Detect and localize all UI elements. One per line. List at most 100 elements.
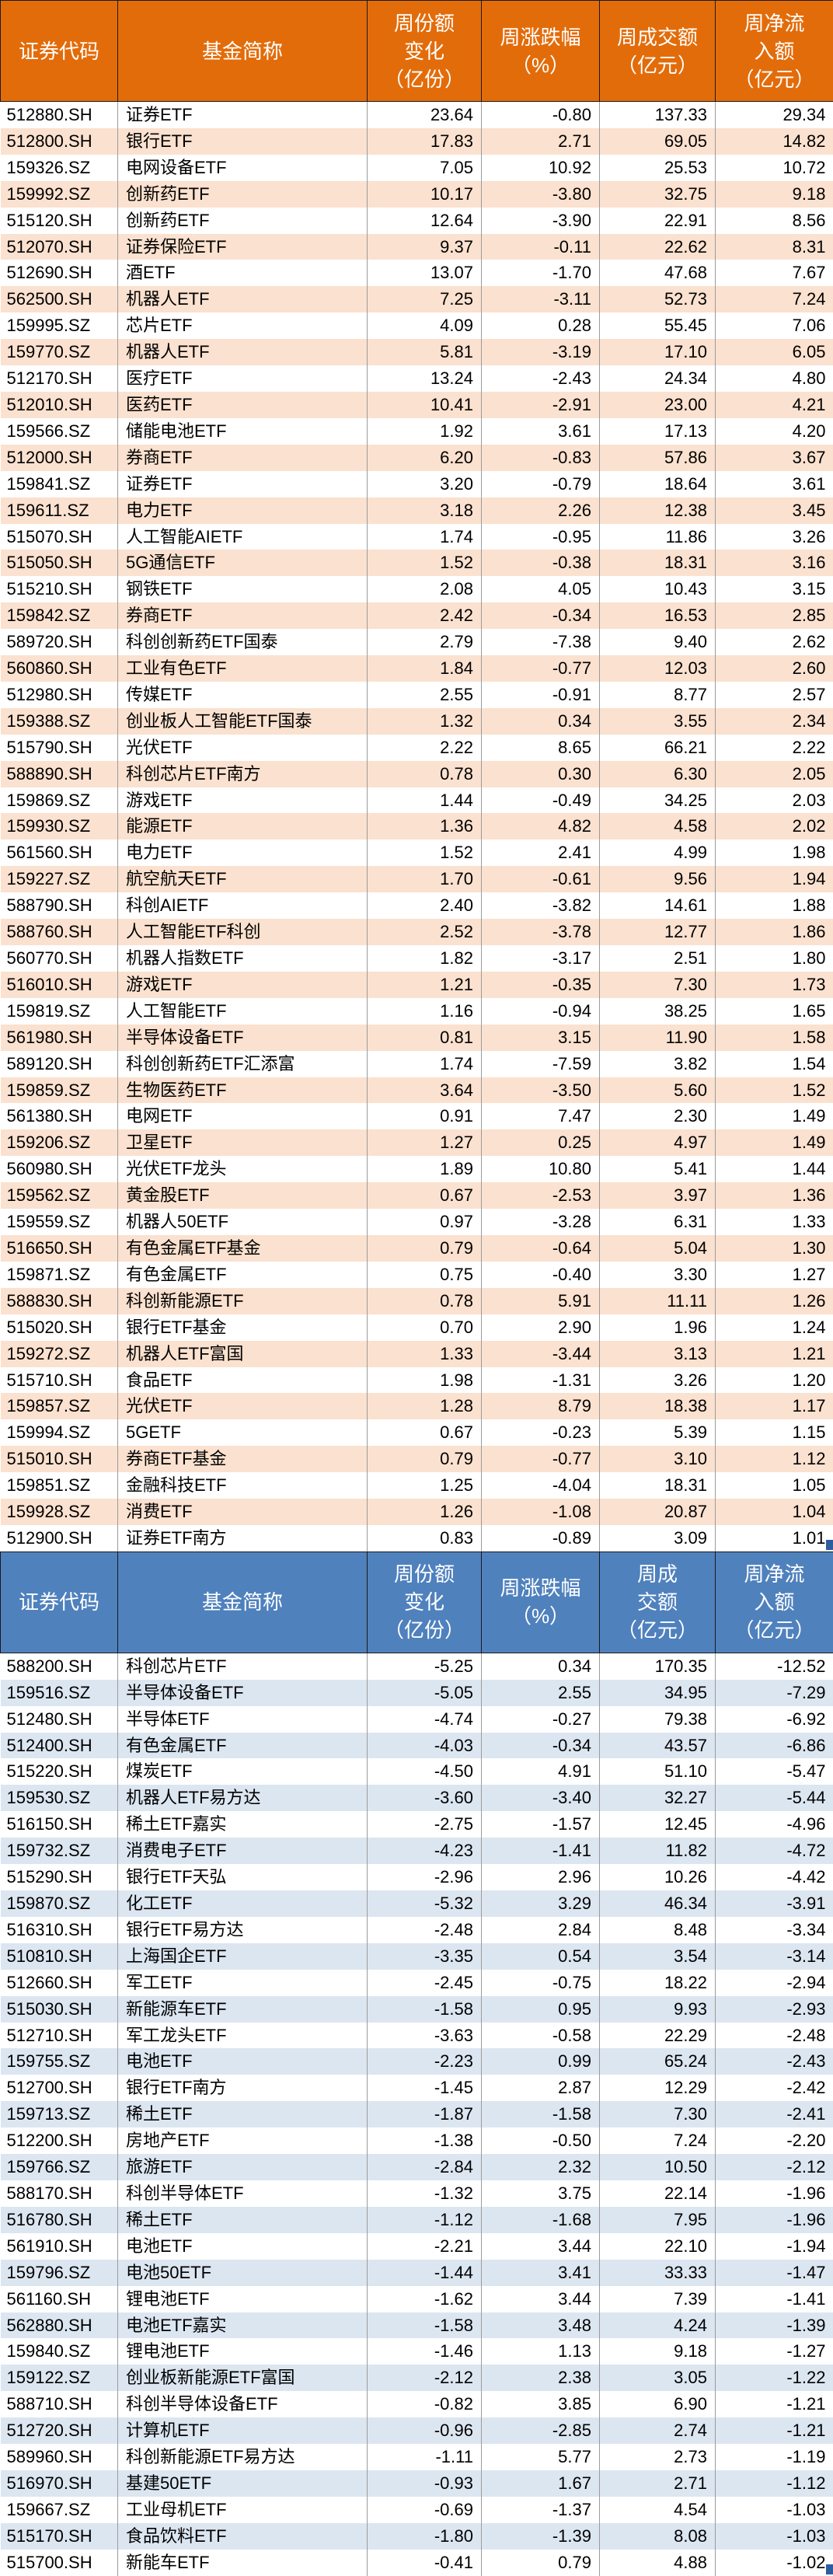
cell-pct-change: -0.61 xyxy=(482,866,600,892)
cell-name: 银行ETF基金 xyxy=(118,1314,368,1341)
cell-code: 159227.SZ xyxy=(1,866,118,892)
cell-pct-change: -0.79 xyxy=(482,471,600,497)
col-header-name: 基金简称 xyxy=(118,1552,368,1653)
cell-net-flow: 1.17 xyxy=(716,1393,833,1419)
cell-share-change: 2.22 xyxy=(368,735,482,761)
cell-code: 515170.SH xyxy=(1,2523,118,2550)
cell-share-change: -4.23 xyxy=(368,1838,482,1864)
cell-share-change: -1.12 xyxy=(368,2207,482,2233)
cell-share-change: 0.79 xyxy=(368,1446,482,1472)
cell-name: 有色金属ETF xyxy=(118,1733,368,1759)
cell-name: 食品饮料ETF xyxy=(118,2523,368,2550)
cell-code: 159841.SZ xyxy=(1,471,118,497)
cell-share-change: -2.23 xyxy=(368,2048,482,2075)
cell-net-flow: -7.29 xyxy=(716,1680,833,1706)
cell-net-flow: 10.72 xyxy=(716,155,833,181)
cell-code: 510810.SH xyxy=(1,1943,118,1970)
cell-share-change: -0.93 xyxy=(368,2470,482,2497)
cell-name: 电力ETF xyxy=(118,497,368,524)
cell-code: 589960.SH xyxy=(1,2444,118,2470)
cell-code: 159713.SZ xyxy=(1,2101,118,2127)
cell-net-flow: -4.96 xyxy=(716,1811,833,1838)
cell-pct-change: -7.38 xyxy=(482,629,600,655)
col-header-pct-change: 周涨跌幅（%） xyxy=(482,1552,600,1653)
cell-turnover: 10.43 xyxy=(600,576,716,602)
cell-code: 159611.SZ xyxy=(1,497,118,524)
cell-turnover: 14.61 xyxy=(600,892,716,919)
cell-name: 券商ETF xyxy=(118,602,368,629)
cell-share-change: 10.17 xyxy=(368,181,482,208)
cell-net-flow: 3.15 xyxy=(716,576,833,602)
cell-pct-change: 3.41 xyxy=(482,2260,600,2286)
cell-share-change: 1.32 xyxy=(368,708,482,735)
cell-net-flow: -1.03 xyxy=(716,2497,833,2523)
cell-share-change: 0.81 xyxy=(368,1024,482,1051)
cell-net-flow: 1.86 xyxy=(716,919,833,945)
cell-share-change: -4.74 xyxy=(368,1706,482,1733)
cell-name: 半导体ETF xyxy=(118,1706,368,1733)
cell-share-change: 2.42 xyxy=(368,602,482,629)
cell-turnover: 9.18 xyxy=(600,2338,716,2365)
cell-code: 512980.SH xyxy=(1,682,118,708)
cell-name: 航空航天ETF xyxy=(118,866,368,892)
cell-net-flow: 3.45 xyxy=(716,497,833,524)
cell-pct-change: 2.55 xyxy=(482,1680,600,1706)
cell-turnover: 3.13 xyxy=(600,1341,716,1367)
cell-pct-change: -7.59 xyxy=(482,1051,600,1077)
cell-share-change: 1.84 xyxy=(368,655,482,682)
cell-pct-change: 2.87 xyxy=(482,2075,600,2101)
cell-pct-change: 4.91 xyxy=(482,1758,600,1785)
outflow-table-header: 证券代码基金简称周份额变化（亿份）周涨跌幅（%）周成交额（亿元）周净流入额（亿元… xyxy=(1,1552,833,1653)
cell-name: 军工ETF xyxy=(118,1970,368,1996)
cell-net-flow: 4.80 xyxy=(716,365,833,392)
cell-pct-change: -1.70 xyxy=(482,260,600,286)
cell-name: 能源ETF xyxy=(118,813,368,839)
cell-share-change: 0.78 xyxy=(368,761,482,787)
cell-pct-change: -1.31 xyxy=(482,1367,600,1394)
cell-share-change: -0.41 xyxy=(368,2550,482,2576)
cell-name: 银行ETF南方 xyxy=(118,2075,368,2101)
cell-name: 锂电池ETF xyxy=(118,2338,368,2365)
cell-name: 电网ETF xyxy=(118,1103,368,1129)
col-header-name: 基金简称 xyxy=(118,1,368,102)
cell-turnover: 69.05 xyxy=(600,128,716,155)
cell-turnover: 7.24 xyxy=(600,2127,716,2154)
cell-name: 芯片ETF xyxy=(118,312,368,339)
cell-net-flow: 2.85 xyxy=(716,602,833,629)
cell-net-flow: 2.62 xyxy=(716,629,833,655)
cell-turnover: 57.86 xyxy=(600,445,716,471)
cell-turnover: 8.08 xyxy=(600,2523,716,2550)
cell-turnover: 11.82 xyxy=(600,1838,716,1864)
cell-turnover: 51.10 xyxy=(600,1758,716,1785)
cell-turnover: 22.62 xyxy=(600,234,716,260)
cell-name: 机器人50ETF xyxy=(118,1209,368,1235)
cell-code: 515220.SH xyxy=(1,1758,118,1785)
cell-code: 512690.SH xyxy=(1,260,118,286)
cell-share-change: 0.67 xyxy=(368,1182,482,1209)
cell-share-change: 3.20 xyxy=(368,471,482,497)
cell-turnover: 47.68 xyxy=(600,260,716,286)
cell-name: 机器人指数ETF xyxy=(118,945,368,972)
cell-net-flow: 1.24 xyxy=(716,1314,833,1341)
cell-share-change: 23.64 xyxy=(368,102,482,128)
cell-pct-change: -0.34 xyxy=(482,1733,600,1759)
cell-pct-change: 0.54 xyxy=(482,1943,600,1970)
cell-share-change: 1.92 xyxy=(368,418,482,445)
cell-pct-change: -0.27 xyxy=(482,1706,600,1733)
cell-name: 有色金属ETF基金 xyxy=(118,1235,368,1262)
cell-net-flow: 2.34 xyxy=(716,708,833,735)
cell-name: 科创创新药ETF国泰 xyxy=(118,629,368,655)
